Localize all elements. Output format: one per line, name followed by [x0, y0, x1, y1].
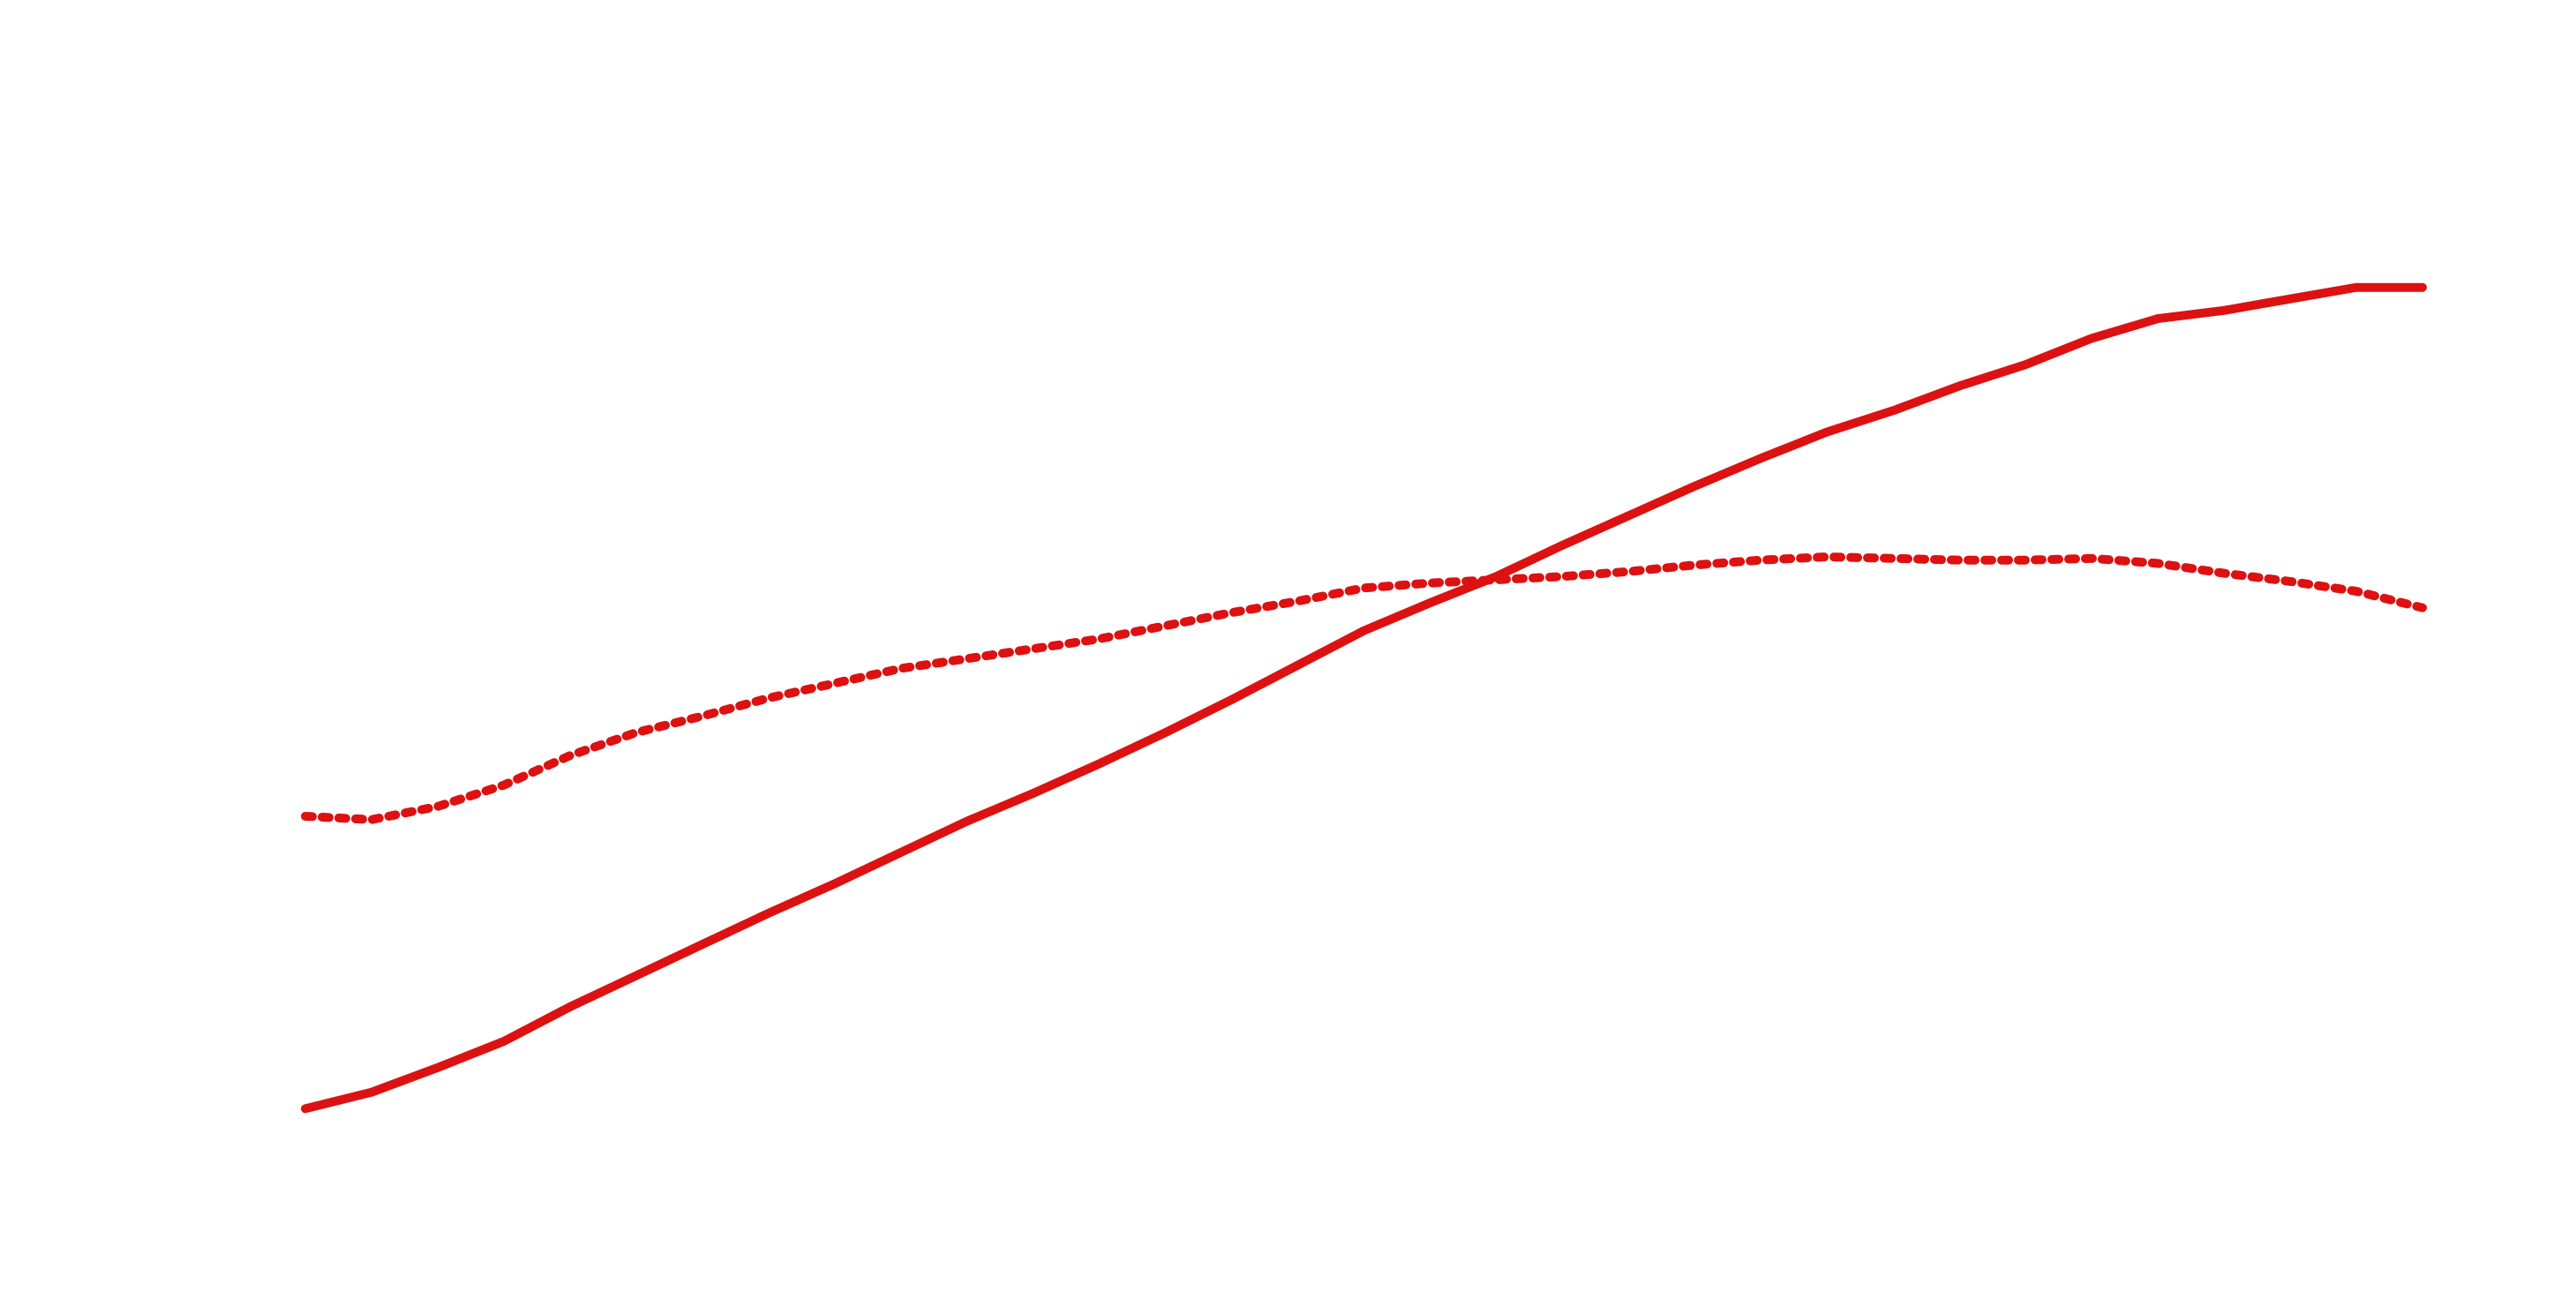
dotted-line: [301, 552, 2427, 824]
solid-line: [301, 282, 2427, 1114]
